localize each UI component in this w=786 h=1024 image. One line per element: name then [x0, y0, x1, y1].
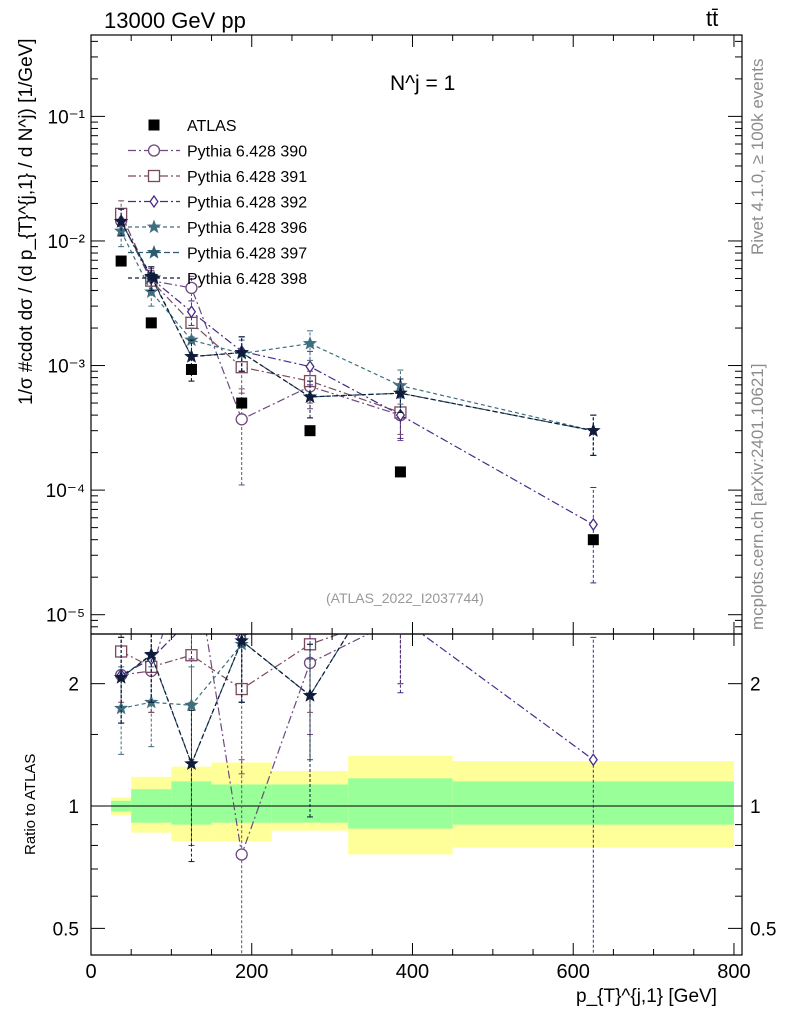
- data-point: [236, 397, 248, 409]
- data-point: [302, 336, 318, 350]
- legend-marker: [146, 245, 162, 259]
- data-point: [185, 281, 198, 295]
- series-line-2: [120, 213, 401, 414]
- data-point: [393, 385, 408, 400]
- data-point: [185, 363, 197, 375]
- data-point: [115, 255, 127, 267]
- series-0: [115, 255, 599, 546]
- ratio-series-5: [114, 541, 407, 863]
- ratio-tick-label: 0.5: [53, 919, 79, 940]
- data-point: [302, 389, 318, 403]
- ratio-point: [186, 535, 197, 546]
- legend-marker: [148, 119, 160, 131]
- y-tick-label: 10⁻³: [48, 357, 86, 378]
- data-point: [304, 425, 316, 437]
- series-6: [114, 208, 601, 456]
- ratio-point: [188, 613, 196, 624]
- ratio-point: [302, 688, 318, 702]
- ratio-point: [306, 590, 314, 601]
- ratio-ylabel: Ratio to ATLAS: [22, 753, 39, 855]
- header-left: 13000 GeV pp: [104, 8, 246, 33]
- x-tick-label: 600: [557, 961, 590, 983]
- ratio-point: [185, 649, 198, 662]
- ratio-point: [303, 514, 317, 528]
- legend-label: Pythia 6.428 392: [187, 195, 307, 212]
- y-tick-label: 10⁻²: [48, 232, 86, 253]
- x-tick-label: 400: [396, 961, 429, 983]
- data-point: [234, 345, 249, 359]
- legend-label: Pythia 6.428 397: [187, 246, 307, 263]
- ratio-point: [588, 753, 598, 767]
- y-tick-label: 10⁻¹: [48, 107, 86, 128]
- x-tick-label: 800: [717, 961, 750, 983]
- band-green-5: [348, 778, 453, 829]
- legend-marker: [147, 169, 161, 183]
- x-axis-label: p_{T}^{j,1} [GeV]: [576, 986, 717, 1007]
- data-point: [235, 413, 248, 426]
- ratio-frame: [90, 633, 743, 956]
- ratio-point: [393, 541, 407, 555]
- data-point: [394, 466, 406, 478]
- legend-label: Pythia 6.428 390: [187, 144, 307, 161]
- series-line-1: [120, 220, 401, 421]
- data-point: [184, 332, 199, 347]
- series-3: [116, 208, 598, 584]
- axis-ticks: 0 200 400 600 800 10⁻⁵ 10⁻⁴ 10⁻³ 10⁻² 10⁻¹ 0.5 0.5 1…: [46, 35, 776, 983]
- data-point: [186, 305, 197, 319]
- legend-marker: [146, 270, 162, 285]
- ratio-point: [395, 613, 406, 624]
- ratio-series-3: [114, 514, 407, 761]
- x-tick-label: 0: [85, 961, 96, 983]
- ratio-uncertainty-bands: [111, 755, 734, 855]
- data-point: [145, 317, 157, 329]
- ratio-tick-label: 1: [68, 797, 79, 818]
- ratio-line-1: [120, 634, 341, 690]
- ratio-tick-label: 2: [68, 675, 79, 696]
- y-tick-label: 10⁻⁴: [46, 481, 85, 502]
- data-point: [588, 517, 598, 532]
- ratio-tick-label-right: 0.5: [750, 919, 776, 940]
- legend-label: Pythia 6.428 391: [187, 169, 307, 186]
- legend-label: Pythia 6.428 396: [187, 220, 307, 237]
- data-point: [305, 359, 315, 374]
- ratio-point: [114, 670, 129, 684]
- ratio-point: [393, 518, 407, 532]
- legend: ATLAS Pythia 6.428 390 Pythia 6.428 391 Pyt…: [128, 118, 307, 288]
- ratio-point: [393, 541, 407, 555]
- ratio-series-layer: [114, 514, 598, 955]
- ratio-series-1: [114, 607, 406, 775]
- ratio-tick-label-right: 1: [750, 797, 761, 818]
- ratio-point: [234, 634, 249, 647]
- band-green-6: [452, 781, 734, 825]
- mcplots-label: mcplots.cern.ch [arXiv:2401.10621]: [748, 363, 767, 630]
- data-point: [114, 214, 129, 228]
- legend-marker: [146, 219, 162, 234]
- header-right: tt̄: [706, 6, 719, 31]
- analysis-label: (ATLAS_2022_I2037744): [326, 590, 484, 606]
- legend-label: Pythia 6.428 398: [187, 271, 307, 288]
- ratio-point: [395, 607, 406, 618]
- x-tick-label: 200: [235, 961, 268, 983]
- rivet-label: Rivet 4.1.0, ≥ 100k events: [748, 58, 767, 255]
- ratio-point: [144, 646, 159, 661]
- ratio-point: [184, 697, 199, 712]
- chart-title: N^j = 1: [390, 72, 456, 95]
- ratio-point: [184, 756, 199, 770]
- legend-label: ATLAS: [187, 118, 237, 135]
- data-point: [144, 284, 159, 298]
- y-tick-label: 10⁻⁵: [46, 606, 85, 627]
- data-point: [184, 349, 199, 363]
- main-series-layer: [114, 200, 601, 584]
- ratio-point: [397, 613, 405, 624]
- ratio-point: [235, 848, 248, 861]
- legend-marker: [147, 144, 161, 157]
- data-point: [587, 534, 599, 546]
- ratio-line-0: [121, 634, 370, 855]
- data-point: [586, 423, 601, 437]
- main-ylabel: 1/σ #cdot dσ / (d p_{T}^{j,1} / d N^j) […: [16, 38, 37, 405]
- ratio-tick-label-right: 2: [750, 675, 761, 696]
- data-point: [235, 361, 248, 374]
- legend-marker: [149, 194, 159, 209]
